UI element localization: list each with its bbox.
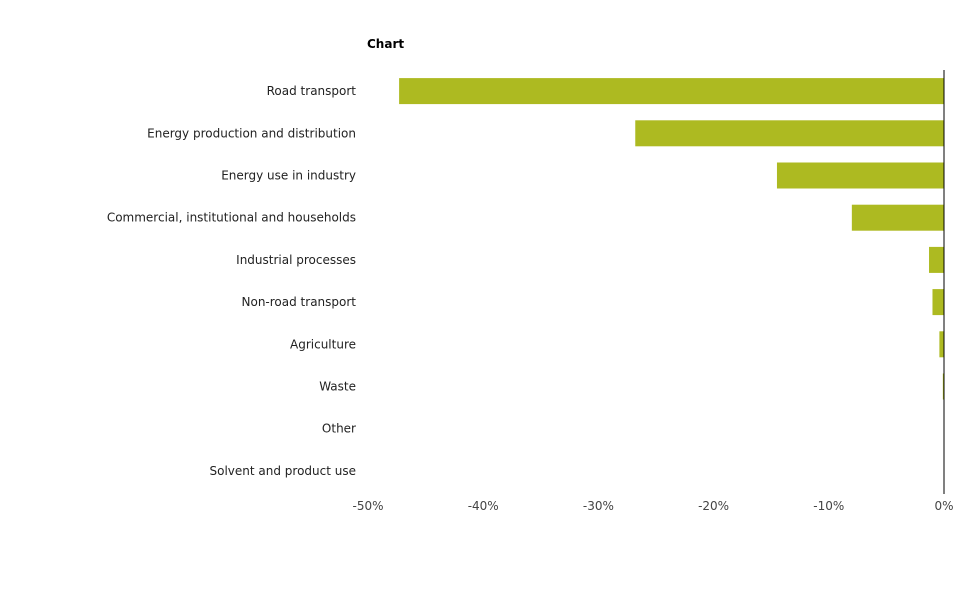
category-label: Waste [319,380,356,394]
x-tick-label: 0% [934,499,953,513]
category-label: Energy production and distribution [147,126,356,140]
category-label: Road transport [267,84,357,98]
bar-7 [942,373,944,400]
bars-group [399,78,944,400]
bar-1 [635,120,944,147]
category-label: Energy use in industry [221,169,356,183]
bar-6 [939,331,944,358]
category-label: Other [322,422,356,436]
category-label: Commercial, institutional and households [107,211,356,225]
x-tick-label: -40% [468,499,499,513]
bar-2 [776,162,944,189]
chart-title: Chart [367,37,405,51]
bar-5 [932,289,944,316]
bar-4 [929,246,944,273]
category-label: Agriculture [290,337,356,351]
x-tick-label: -50% [352,499,383,513]
category-label: Solvent and product use [209,464,356,478]
category-label: Non-road transport [242,295,357,309]
tick-labels-group: -50% -40% -30% -20% -10% 0% [352,499,953,513]
x-tick-label: -30% [583,499,614,513]
x-tick-label: -10% [813,499,844,513]
x-tick-label: -20% [698,499,729,513]
bar-3 [851,204,944,231]
bar-0 [399,78,944,105]
category-label: Industrial processes [236,253,356,267]
category-labels-group: Road transport Energy production and dist… [107,84,356,478]
